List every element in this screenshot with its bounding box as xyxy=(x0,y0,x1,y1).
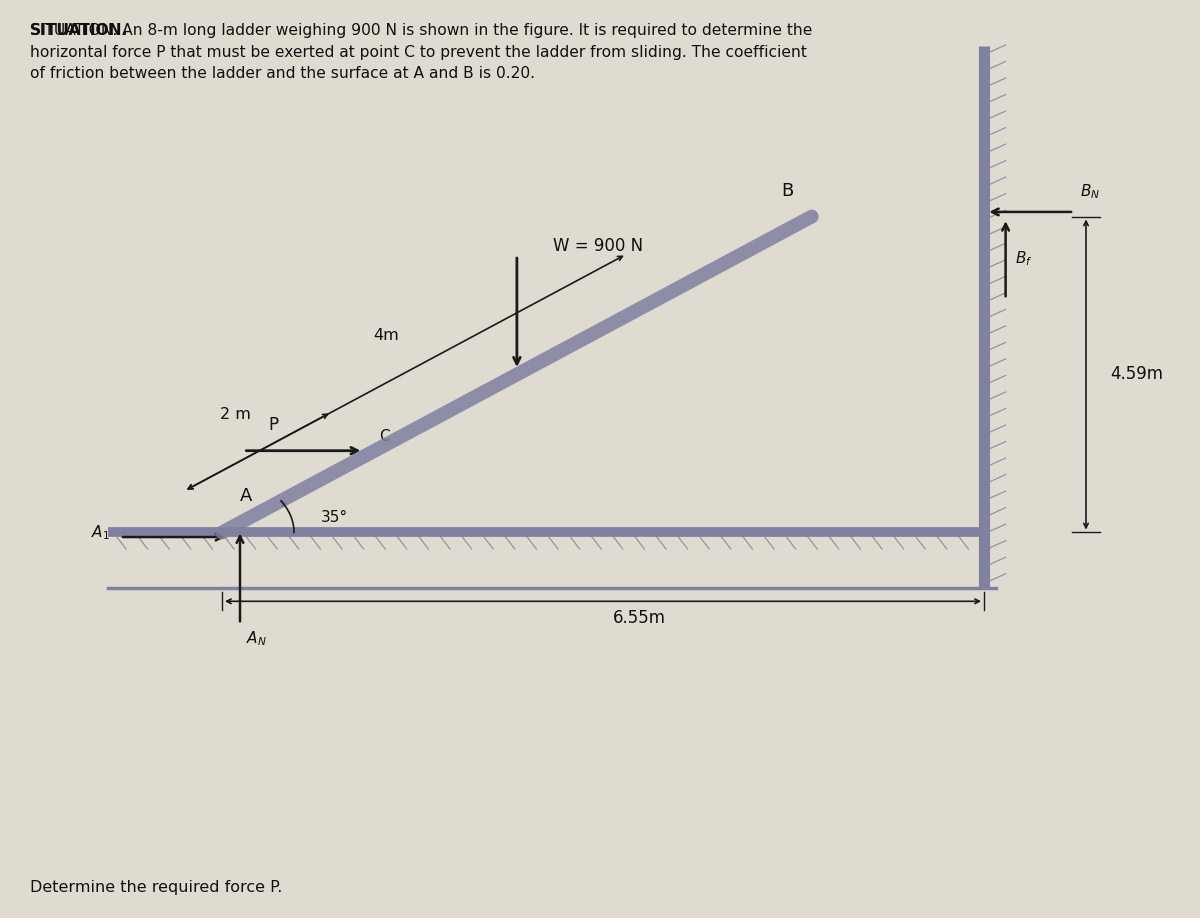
Text: 4.59m: 4.59m xyxy=(1110,365,1163,384)
Text: 6.55m: 6.55m xyxy=(612,609,666,627)
Text: $B_N$: $B_N$ xyxy=(1080,182,1100,201)
Text: $A_N$: $A_N$ xyxy=(246,629,266,647)
Text: W = 900 N: W = 900 N xyxy=(553,237,643,255)
Text: P: P xyxy=(269,416,278,434)
Text: SITUATION. An 8-m long ladder weighing 900 N is shown in the figure. It is requi: SITUATION. An 8-m long ladder weighing 9… xyxy=(30,23,812,81)
Text: SITUATION.: SITUATION. xyxy=(30,23,128,38)
Text: B: B xyxy=(781,182,793,200)
Text: Determine the required force P.: Determine the required force P. xyxy=(30,880,282,895)
Text: 4m: 4m xyxy=(373,328,400,342)
Text: A: A xyxy=(240,487,252,505)
Text: 35°: 35° xyxy=(320,510,348,525)
Text: 2 m: 2 m xyxy=(220,408,251,422)
Text: $B_f$: $B_f$ xyxy=(1015,250,1033,268)
Text: C: C xyxy=(379,430,390,444)
Text: $A_1$: $A_1$ xyxy=(91,523,110,542)
